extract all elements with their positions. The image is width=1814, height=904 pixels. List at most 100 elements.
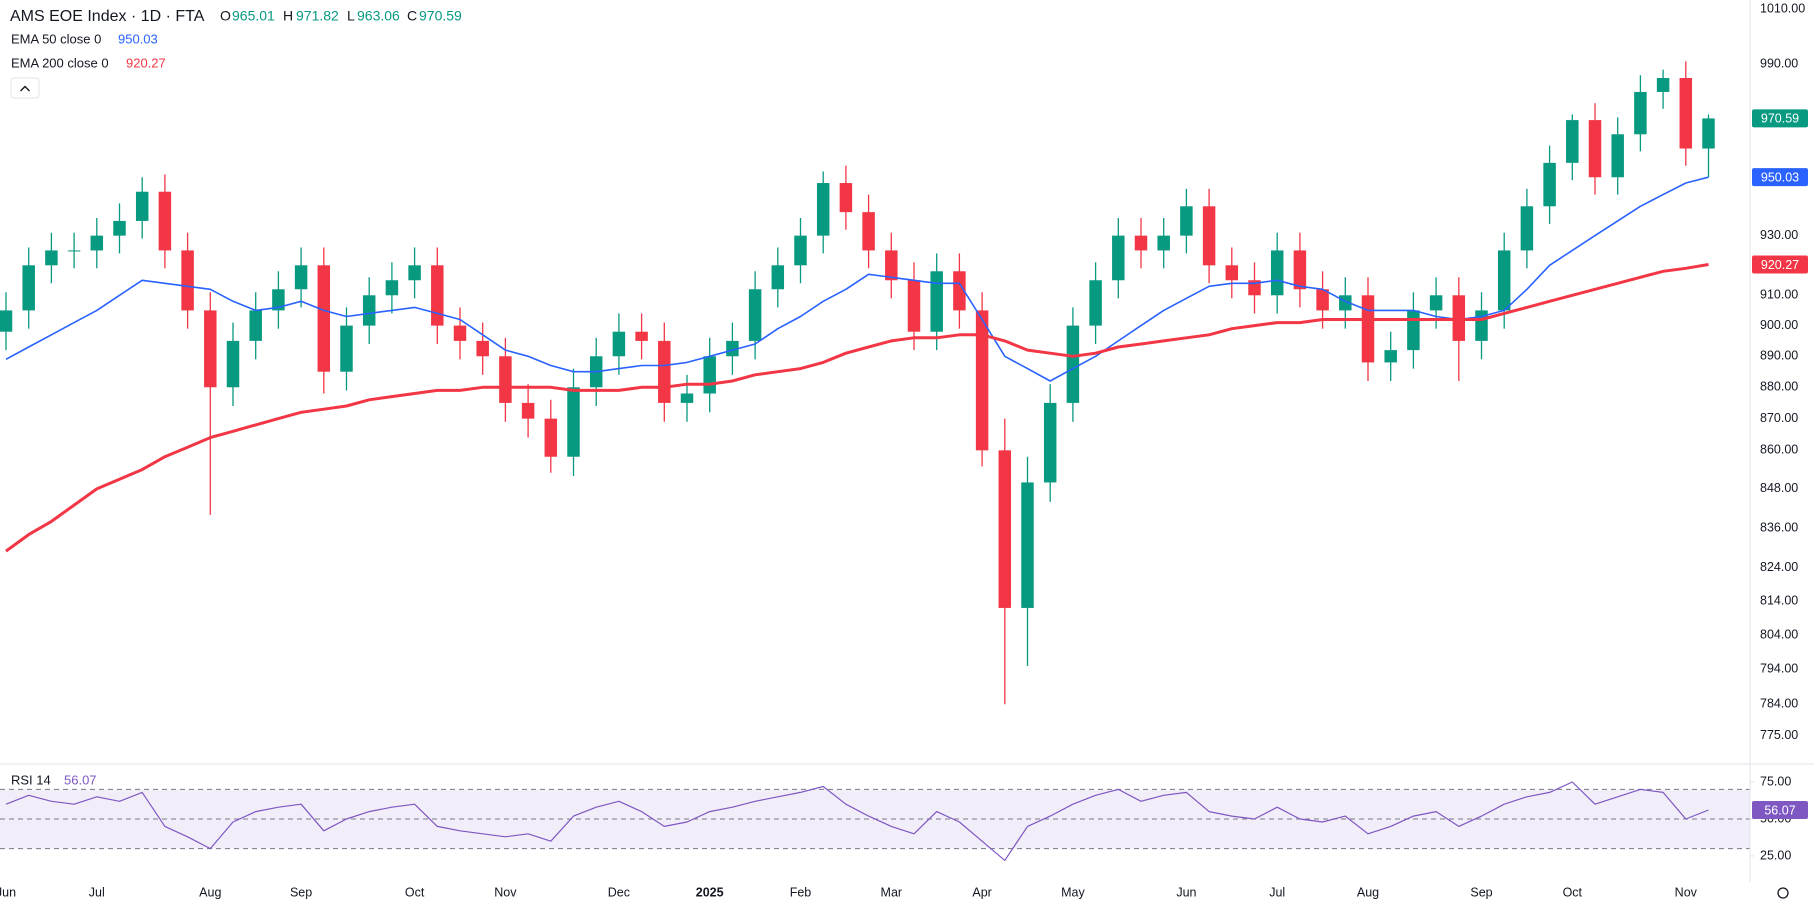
y-tick-label: 860.00 xyxy=(1760,443,1798,457)
candle-body xyxy=(1293,250,1307,290)
candle-body xyxy=(1225,265,1239,281)
y-tick-label: 75.00 xyxy=(1760,774,1791,788)
ema-line xyxy=(5,176,1709,382)
y-tick-label: 824.00 xyxy=(1760,560,1798,574)
rsi-badge-bg xyxy=(1752,801,1808,820)
rsi-badge: 56.07 xyxy=(1764,803,1795,817)
candle-body xyxy=(340,325,353,372)
candle-body xyxy=(45,250,58,266)
candle-body xyxy=(1134,235,1148,251)
candle-body xyxy=(453,325,467,341)
y-tick-label: 25.00 xyxy=(1760,848,1791,862)
candle-body xyxy=(0,310,13,332)
candle-body xyxy=(953,271,966,311)
candle-body xyxy=(794,235,807,266)
candle-body xyxy=(1611,134,1624,178)
x-tick-label: Aug xyxy=(1357,885,1379,899)
settings-icon[interactable] xyxy=(1777,887,1789,899)
y-tick-label: 775.00 xyxy=(1760,728,1798,742)
candle-body xyxy=(1520,206,1534,251)
candle-body xyxy=(385,280,399,296)
x-tick-label: Aug xyxy=(199,885,221,899)
x-tick-label: Oct xyxy=(1563,885,1583,899)
ohlc-value: 970.59 xyxy=(419,8,462,24)
legend: O 965.01 H 971.82 L 963.06 C 970.59 EMA 50 close… xyxy=(11,8,462,788)
candle-body xyxy=(567,387,580,457)
candle-body xyxy=(476,340,489,357)
candle-body xyxy=(975,310,989,451)
y-tick-label: 836.00 xyxy=(1760,520,1798,534)
x-tick-label: Nov xyxy=(494,885,517,899)
y-tick-label: 910.00 xyxy=(1760,288,1798,302)
candle-body xyxy=(226,340,240,388)
candle-body xyxy=(113,220,126,236)
candle-body xyxy=(1497,250,1511,311)
y-tick-label: 880.00 xyxy=(1760,380,1798,394)
candle-body xyxy=(67,250,81,252)
candle-body xyxy=(1361,295,1375,363)
candle-body xyxy=(1180,206,1193,236)
candle-body xyxy=(1679,77,1693,149)
collapse-button[interactable] xyxy=(10,77,40,99)
x-tick-label: May xyxy=(1061,885,1085,899)
y-tick-label: 794.00 xyxy=(1760,662,1798,676)
candle-body xyxy=(1429,295,1443,311)
candle-body xyxy=(1543,162,1556,207)
candle-body xyxy=(839,183,853,213)
candle-body xyxy=(771,265,785,290)
x-tick-label: Feb xyxy=(790,885,812,899)
legend-value: 920.27 xyxy=(126,55,166,70)
candle-body xyxy=(862,212,875,251)
candle-body xyxy=(1270,250,1284,296)
candle-body xyxy=(181,250,194,311)
x-tick-label: Dec xyxy=(608,885,630,899)
candle-body xyxy=(249,310,262,341)
x-tick-label: Sep xyxy=(1470,885,1492,899)
x-tick-label: Jul xyxy=(89,885,105,899)
candle-body xyxy=(1656,77,1670,92)
ohlc-value: 965.01 xyxy=(232,8,275,24)
candle-body xyxy=(90,235,104,251)
candle-body xyxy=(431,265,444,326)
candle-body xyxy=(294,265,308,290)
y-tick-label: 804.00 xyxy=(1760,627,1798,641)
candle-body xyxy=(1634,91,1647,135)
chart-title: AMS EOE Index · 1D · FTA xyxy=(10,8,205,25)
ema-badge-bg xyxy=(1752,255,1808,274)
ohlc-label: O xyxy=(220,8,231,24)
candle-body xyxy=(703,356,716,394)
y-tick-label: 900.00 xyxy=(1760,318,1798,332)
gear[interactable] xyxy=(1777,887,1789,899)
candle-body xyxy=(1021,482,1034,608)
plot-area xyxy=(0,61,1715,861)
ema-badge-bg xyxy=(1752,168,1808,187)
legend-value: 950.03 xyxy=(118,31,158,46)
ohlc-value: 971.82 xyxy=(296,8,339,24)
last-price-badge-bg xyxy=(1752,109,1808,128)
candle-body xyxy=(1407,310,1420,351)
candle-body xyxy=(317,265,331,372)
candle-body xyxy=(885,250,898,281)
candle-body xyxy=(204,310,217,388)
rsi-line xyxy=(5,781,1709,861)
legend-entry: EMA 200 close 0 xyxy=(11,55,109,70)
candle-body xyxy=(1566,120,1579,163)
candle-body xyxy=(499,356,512,403)
y-tick-label: 870.00 xyxy=(1760,411,1798,425)
x-tick-label: Nov xyxy=(1675,885,1698,899)
ohlc-label: C xyxy=(407,8,417,24)
candle-body xyxy=(362,295,376,326)
collapse-icon xyxy=(20,85,30,92)
candle-body xyxy=(816,183,830,236)
candle-body xyxy=(521,402,535,419)
candle-body xyxy=(1588,120,1602,178)
legend-entry: EMA 50 close 0 xyxy=(11,31,101,46)
candle-body xyxy=(907,280,921,332)
candle-body xyxy=(272,289,285,311)
y-tick-label: 1010.00 xyxy=(1760,2,1805,16)
candle-body xyxy=(1043,402,1057,483)
candle-body xyxy=(1384,350,1397,363)
